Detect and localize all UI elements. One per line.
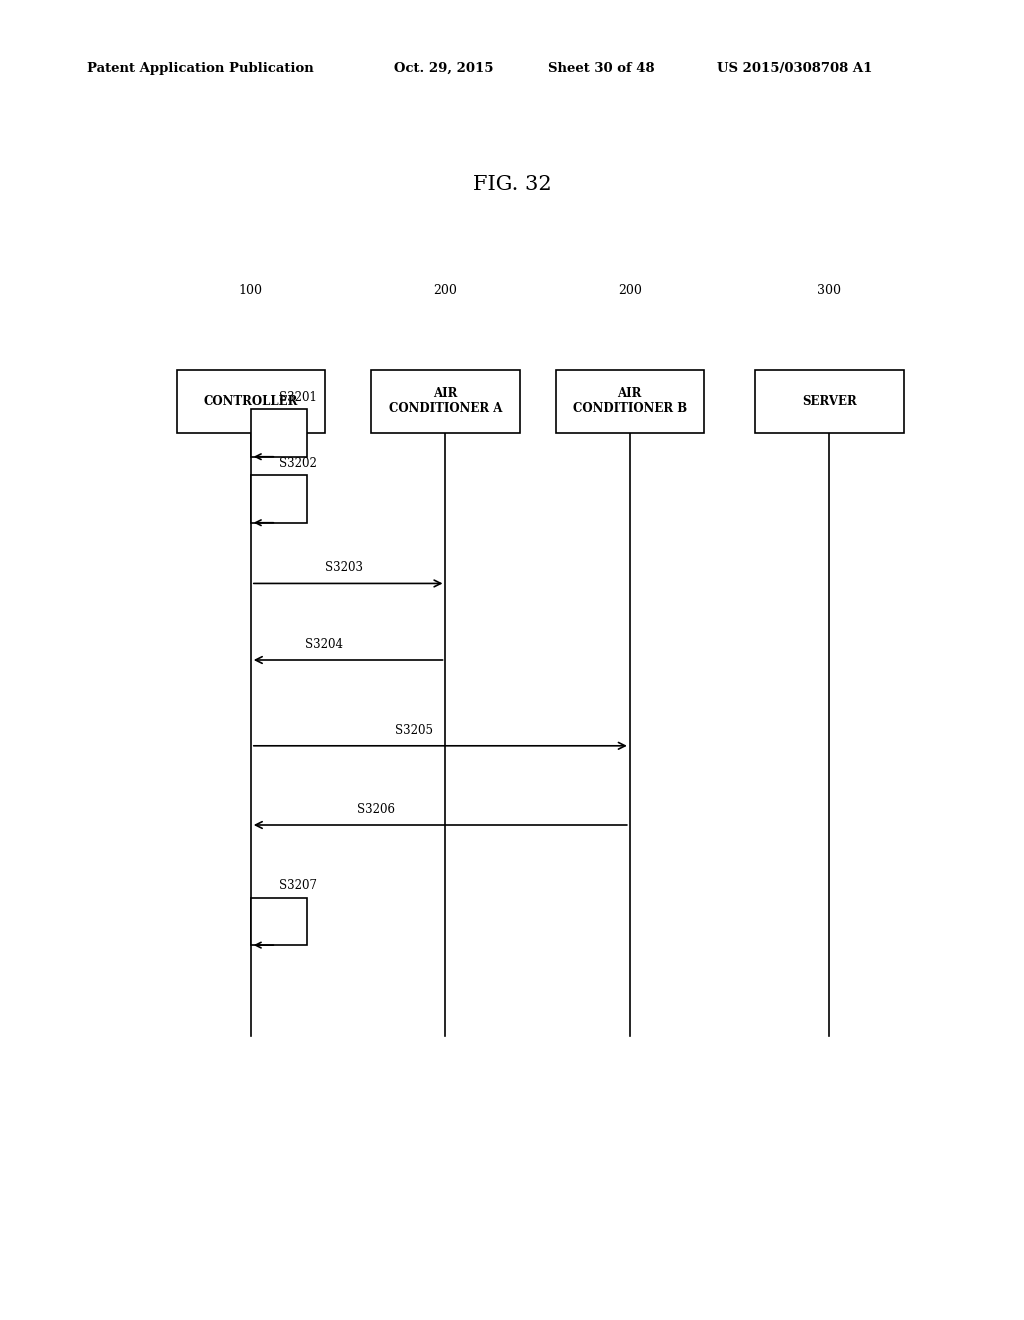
- Bar: [371, 370, 519, 433]
- Text: CONTROLLER: CONTROLLER: [204, 395, 298, 408]
- Text: 300: 300: [817, 284, 842, 297]
- Text: 100: 100: [239, 284, 263, 297]
- Text: 200: 200: [617, 284, 642, 297]
- Text: Sheet 30 of 48: Sheet 30 of 48: [548, 62, 654, 75]
- Text: Patent Application Publication: Patent Application Publication: [87, 62, 313, 75]
- Text: AIR
CONDITIONER A: AIR CONDITIONER A: [389, 387, 502, 416]
- Bar: [555, 370, 705, 433]
- Bar: [176, 370, 326, 433]
- Text: S3202: S3202: [279, 457, 316, 470]
- Bar: [251, 409, 307, 457]
- Text: AIR
CONDITIONER B: AIR CONDITIONER B: [572, 387, 687, 416]
- Text: Oct. 29, 2015: Oct. 29, 2015: [394, 62, 494, 75]
- Bar: [251, 898, 307, 945]
- Text: 200: 200: [433, 284, 458, 297]
- Text: SERVER: SERVER: [802, 395, 857, 408]
- Text: S3203: S3203: [325, 561, 362, 574]
- Text: S3207: S3207: [279, 879, 317, 892]
- Text: S3204: S3204: [305, 638, 343, 651]
- Text: S3206: S3206: [357, 803, 395, 816]
- Text: US 2015/0308708 A1: US 2015/0308708 A1: [717, 62, 872, 75]
- Bar: [756, 370, 904, 433]
- Text: FIG. 32: FIG. 32: [473, 176, 551, 194]
- Bar: [251, 475, 307, 523]
- Text: S3201: S3201: [279, 391, 316, 404]
- Text: S3205: S3205: [395, 723, 433, 737]
